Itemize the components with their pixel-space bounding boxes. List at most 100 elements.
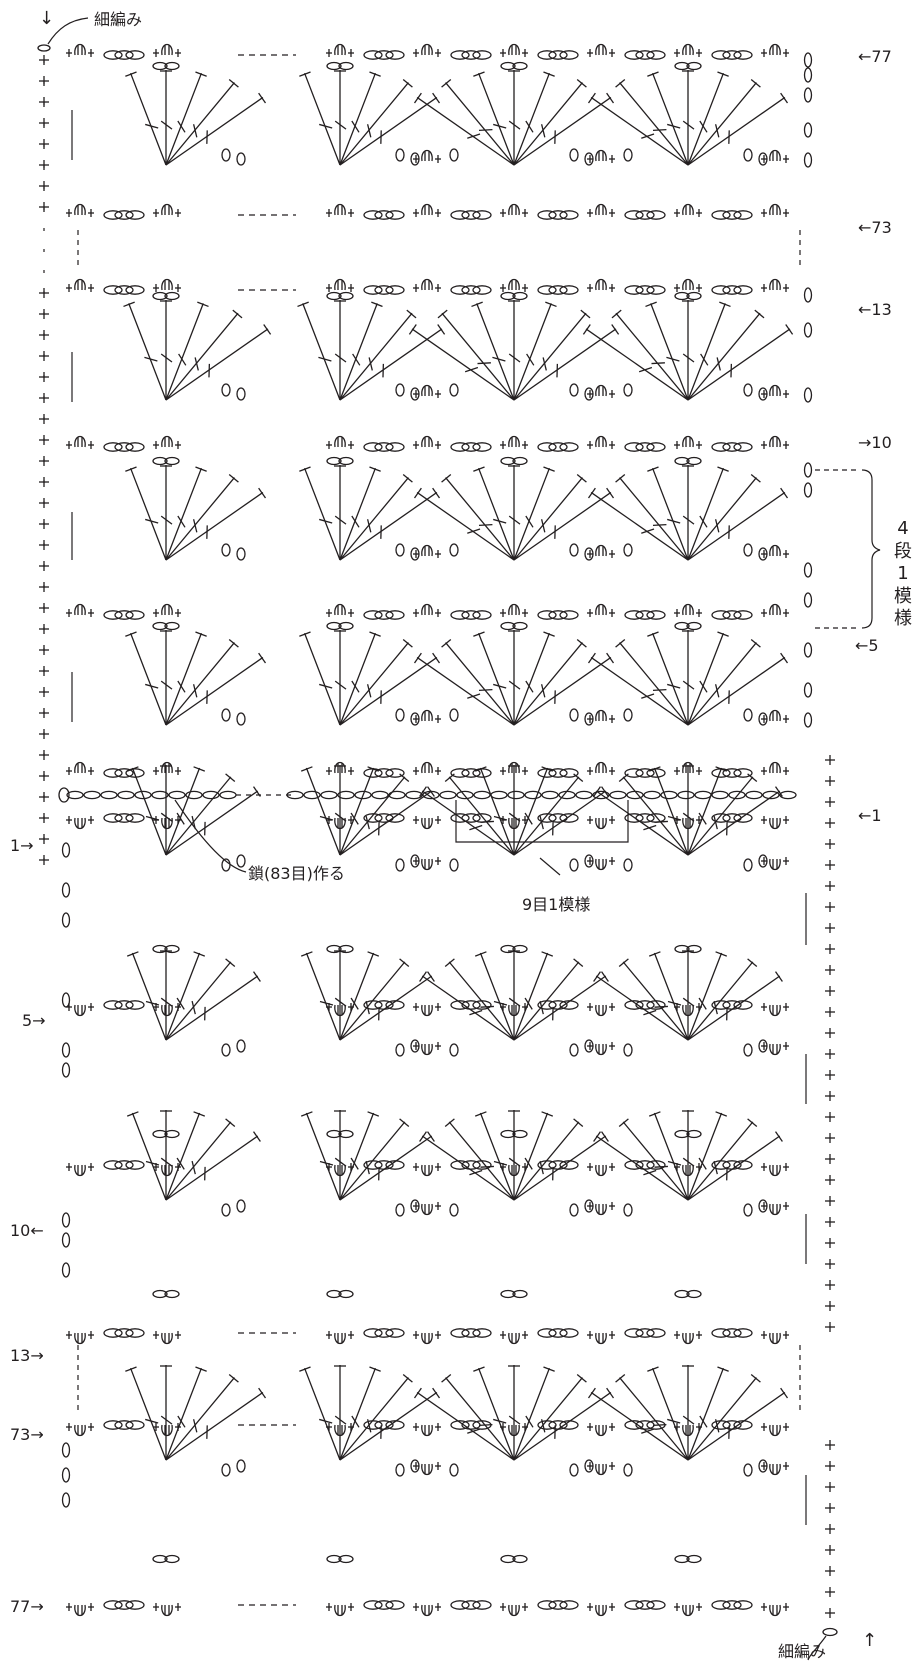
cluster-stitch (508, 1604, 520, 1617)
double-crochet (165, 642, 235, 726)
chain-stitch (61, 1062, 71, 1078)
double-crochet-bar (667, 815, 682, 821)
double-crochet (622, 1121, 689, 1201)
chain-stitch (548, 50, 568, 60)
chain-stitch (733, 1000, 753, 1010)
double-crochet (303, 467, 341, 561)
row-number-73-upper: ←73 (858, 218, 892, 237)
chain-stitch (623, 858, 633, 872)
cluster-stitch-inner (424, 205, 430, 215)
chain-stitch (461, 210, 481, 220)
double-crochet-bar (176, 997, 185, 1010)
chain-stitch (733, 285, 753, 295)
double-crochet (131, 767, 167, 856)
double-crochet (165, 491, 264, 561)
chain-stitch (117, 790, 135, 800)
double-crochet (513, 303, 552, 401)
chain-stitch (114, 1160, 134, 1170)
double-crochet (477, 632, 515, 726)
chain-stitch (711, 790, 729, 800)
chain-stitch (733, 813, 753, 823)
double-crochet-bar (714, 1419, 720, 1433)
double-crochet (479, 1112, 515, 1201)
double-crochet-bar (319, 683, 333, 689)
chain-stitch (512, 1129, 528, 1139)
double-crochet-top (444, 773, 455, 782)
double-crochet-top (600, 971, 609, 982)
chain-stitch (472, 1328, 492, 1338)
cluster-stitch (508, 1332, 520, 1345)
chain-stitch (61, 1442, 71, 1458)
chain-stitch (371, 790, 389, 800)
double-crochet (687, 72, 725, 166)
cluster-stitch (769, 1424, 781, 1437)
chain-stitch (103, 610, 123, 620)
double-crochet-bar (319, 518, 333, 524)
cluster-stitch-inner (164, 763, 170, 773)
double-crochet (687, 1135, 781, 1201)
double-crochet-bar (145, 1160, 160, 1166)
stitch-row (66, 43, 181, 60)
chain-stitch (624, 210, 644, 220)
chain-stitch (363, 1600, 383, 1610)
chain-stitch (537, 210, 557, 220)
chain-stitch (164, 1129, 180, 1139)
chain-stitch (450, 442, 470, 452)
cluster-stitch-inner (598, 1425, 604, 1435)
double-crochet-top (441, 638, 452, 648)
chain-stitch (569, 383, 579, 397)
chain-stitch (722, 285, 742, 295)
double-crochet-top (195, 71, 207, 77)
double-crochet-top (587, 487, 596, 499)
chain-stitch (125, 442, 145, 452)
chain-stitch (733, 442, 753, 452)
chain-stitch (236, 387, 246, 401)
double-crochet (165, 467, 203, 561)
double-crochet-top (228, 638, 239, 648)
cluster-stitch (769, 1332, 781, 1345)
chain-stitch (151, 790, 169, 800)
cluster-stitch-inner (77, 1333, 83, 1343)
double-crochet (339, 1112, 375, 1201)
chain-stitch (524, 790, 542, 800)
chart-marks (43, 17, 881, 1661)
double-crochet-bar (667, 518, 681, 524)
double-crochet (303, 72, 341, 166)
double-crochet-bar (467, 693, 481, 699)
chain-stitch (338, 456, 354, 466)
double-crochet-top (780, 487, 789, 499)
chain-stitch (221, 1043, 231, 1057)
stitch-row (326, 278, 789, 295)
row-number-77-upper: ←77 (858, 47, 892, 66)
chain-stitch (450, 210, 470, 220)
chain-stitch (569, 543, 579, 557)
chain-stitch (450, 768, 470, 778)
cluster-stitch (769, 43, 781, 56)
cluster-stitch-inner (164, 605, 170, 615)
chain-stitch (221, 1463, 231, 1477)
chain-stitch (559, 285, 579, 295)
chain-stitch (461, 610, 481, 620)
chain-stitch (635, 1160, 655, 1170)
double-crochet-top (232, 309, 243, 319)
cluster-stitch (595, 203, 607, 216)
double-crochet-bar (191, 1160, 196, 1175)
row-number-10-upper: →10 (858, 433, 892, 452)
chain-stitch (803, 712, 813, 728)
double-crochet-bar (160, 680, 173, 690)
double-crochet-bar (667, 1160, 682, 1166)
double-crochet-bar (144, 356, 158, 362)
chain-stitch (548, 1600, 568, 1610)
double-crochet (513, 961, 580, 1041)
double-crochet (339, 975, 433, 1041)
double-crochet (590, 491, 689, 561)
double-crochet (653, 1112, 689, 1201)
cluster-stitch-inner (772, 605, 778, 615)
double-crochet (513, 467, 551, 561)
double-crochet (513, 477, 583, 561)
cluster-stitch-inner (77, 1605, 83, 1615)
chain-stitch (686, 456, 702, 466)
double-crochet (590, 656, 689, 726)
double-crochet-bar (319, 1418, 333, 1424)
double-crochet-top (402, 638, 413, 648)
